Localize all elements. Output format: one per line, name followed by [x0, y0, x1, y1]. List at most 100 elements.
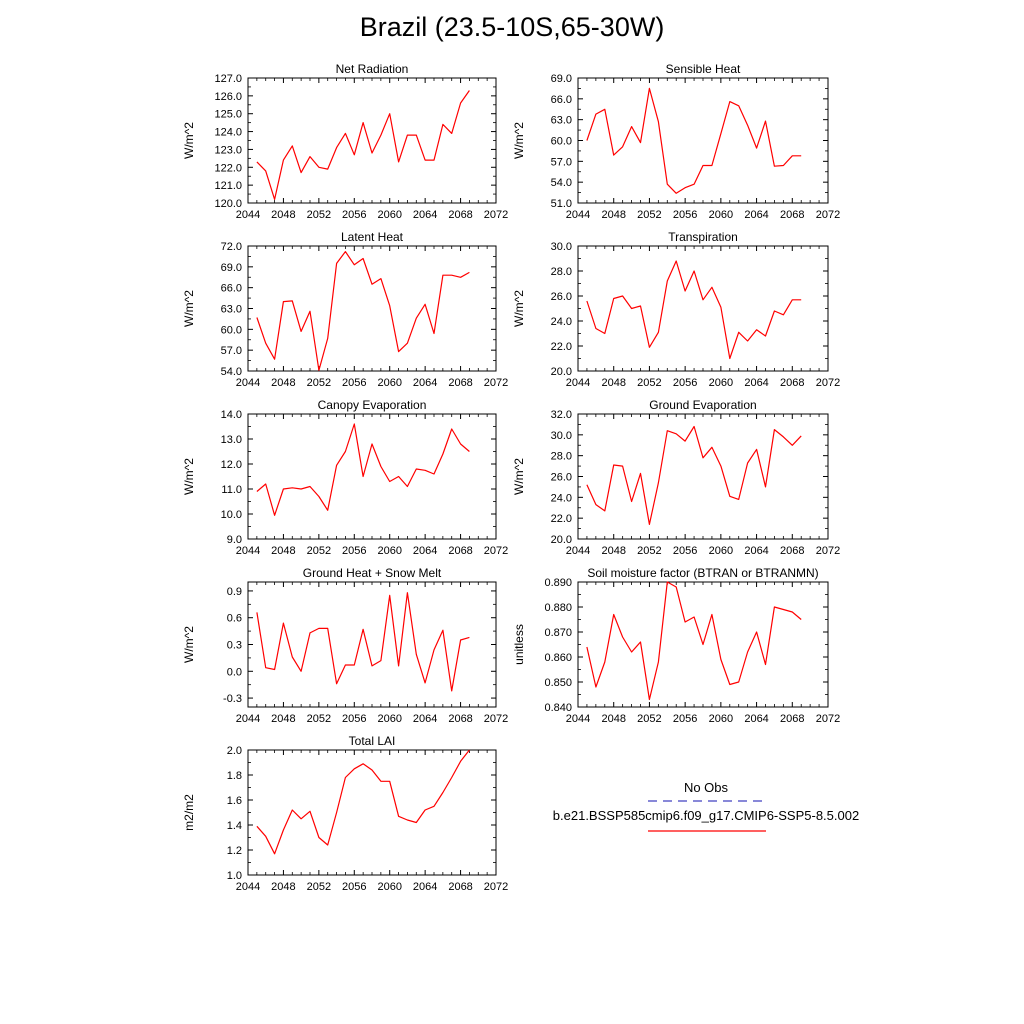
x-tick-label: 2064	[413, 209, 437, 221]
y-tick-label: 63.0	[551, 115, 572, 127]
x-tick-label: 2072	[484, 209, 508, 221]
x-tick-label: 2044	[236, 713, 260, 725]
y-tick-label: 30.0	[551, 430, 572, 442]
y-tick-label: 69.0	[221, 262, 242, 274]
x-tick-label: 2044	[566, 377, 590, 389]
x-tick-label: 2064	[413, 377, 437, 389]
y-tick-label: 1.2	[227, 845, 242, 857]
y-tick-label: 66.0	[221, 283, 242, 295]
legend: No Obs b.e21.BSSP585cmip6.f09_g17.CMIP6-S…	[553, 780, 859, 832]
x-tick-label: 2068	[448, 377, 472, 389]
plot-frame	[247, 581, 497, 708]
y-tick-label: 0.850	[544, 677, 572, 689]
x-tick-label: 2048	[601, 545, 625, 557]
y-tick-label: 57.0	[551, 156, 572, 168]
y-tick-label: 0.3	[227, 640, 242, 652]
x-tick-label: 2052	[307, 881, 331, 893]
x-tick-label: 2056	[342, 377, 366, 389]
panel-title: Soil moisture factor (BTRAN or BTRANMN)	[587, 566, 818, 580]
x-tick-label: 2060	[377, 881, 401, 893]
x-tick-label: 2048	[271, 881, 295, 893]
y-axis-label: W/m^2	[182, 626, 196, 663]
y-tick-label: 22.0	[551, 513, 572, 525]
x-tick-label: 2060	[377, 377, 401, 389]
y-tick-label: 0.840	[544, 702, 572, 714]
x-tick-label: 2064	[744, 713, 768, 725]
x-tick-label: 2072	[816, 713, 840, 725]
y-tick-label: 1.0	[227, 870, 242, 882]
x-tick-label: 2068	[448, 713, 472, 725]
plot-frame	[247, 77, 497, 204]
y-tick-label: 24.0	[551, 316, 572, 328]
y-tick-label: 24.0	[551, 492, 572, 504]
x-tick-label: 2048	[271, 209, 295, 221]
y-axis-label: m2/m2	[182, 794, 196, 831]
plot-frame	[247, 749, 497, 876]
x-tick-label: 2056	[673, 209, 697, 221]
y-tick-label: 0.870	[544, 627, 572, 639]
y-tick-label: 72.0	[221, 241, 242, 253]
x-tick-label: 2064	[413, 881, 437, 893]
x-tick-label: 2060	[377, 713, 401, 725]
panel-1: Net Radiation W/m^2 2044 2048 2052 2056 2060 20…	[182, 62, 508, 221]
x-tick-label: 2044	[236, 881, 260, 893]
panel-title: Ground Heat + Snow Melt	[303, 566, 442, 580]
y-tick-label: 123.0	[214, 144, 242, 156]
series-line-1	[586, 425, 802, 526]
y-tick-label: 11.0	[221, 484, 242, 496]
x-tick-label: 2052	[307, 209, 331, 221]
y-tick-label: 0.890	[544, 577, 572, 589]
y-axis-label: W/m^2	[182, 458, 196, 495]
y-tick-label: 0.880	[544, 602, 572, 614]
x-tick-label: 2064	[744, 209, 768, 221]
x-tick-label: 2056	[342, 881, 366, 893]
x-tick-label: 2060	[709, 377, 733, 389]
panel-6: Ground Evaporation W/m^2 2044 2048 2052 2056 2…	[512, 398, 840, 557]
panel-title: Sensible Heat	[666, 62, 741, 76]
y-tick-label: 57.0	[221, 345, 242, 357]
x-tick-label: 2056	[673, 377, 697, 389]
x-tick-label: 2064	[413, 713, 437, 725]
y-tick-label: 20.0	[551, 366, 572, 378]
panel-title: Net Radiation	[336, 62, 409, 76]
x-tick-label: 2068	[448, 881, 472, 893]
legend-label-no-obs: No Obs	[684, 780, 729, 795]
y-axis-label: W/m^2	[182, 290, 196, 327]
x-tick-label: 2044	[236, 545, 260, 557]
y-tick-label: -0.3	[223, 693, 242, 705]
y-axis-label: W/m^2	[512, 290, 526, 327]
y-tick-label: 14.0	[221, 409, 242, 421]
x-tick-label: 2052	[637, 545, 661, 557]
y-tick-label: 0.9	[227, 586, 242, 598]
x-tick-label: 2064	[413, 545, 437, 557]
x-tick-label: 2064	[744, 545, 768, 557]
x-tick-label: 2068	[780, 377, 804, 389]
y-tick-label: 9.0	[227, 534, 242, 546]
y-tick-label: 124.0	[214, 127, 242, 139]
panel-2: Sensible Heat W/m^2 2044 2048 2052 2056 2060 20…	[512, 62, 840, 221]
x-tick-label: 2060	[377, 209, 401, 221]
series-line-1	[256, 749, 470, 855]
x-tick-label: 2068	[780, 713, 804, 725]
panel-4: Transpiration W/m^2 2044 2048 2052 2056 2060 20…	[512, 230, 840, 389]
y-tick-label: 26.0	[551, 472, 572, 484]
plot-frame	[247, 245, 497, 372]
x-tick-label: 2052	[637, 377, 661, 389]
x-tick-label: 2048	[601, 713, 625, 725]
plot-frame	[577, 413, 829, 540]
x-tick-label: 2068	[780, 209, 804, 221]
x-tick-label: 2048	[601, 209, 625, 221]
panel-title: Ground Evaporation	[649, 398, 756, 412]
x-tick-label: 2072	[816, 209, 840, 221]
y-axis-label: W/m^2	[512, 122, 526, 159]
x-tick-label: 2048	[271, 377, 295, 389]
panel-5: Canopy Evaporation W/m^2 2044 2048 2052 2056 2…	[182, 398, 508, 557]
y-tick-label: 30.0	[551, 241, 572, 253]
x-tick-label: 2048	[271, 713, 295, 725]
x-tick-label: 2052	[637, 209, 661, 221]
x-tick-label: 2060	[709, 209, 733, 221]
y-tick-label: 121.0	[214, 180, 242, 192]
x-tick-label: 2072	[816, 377, 840, 389]
